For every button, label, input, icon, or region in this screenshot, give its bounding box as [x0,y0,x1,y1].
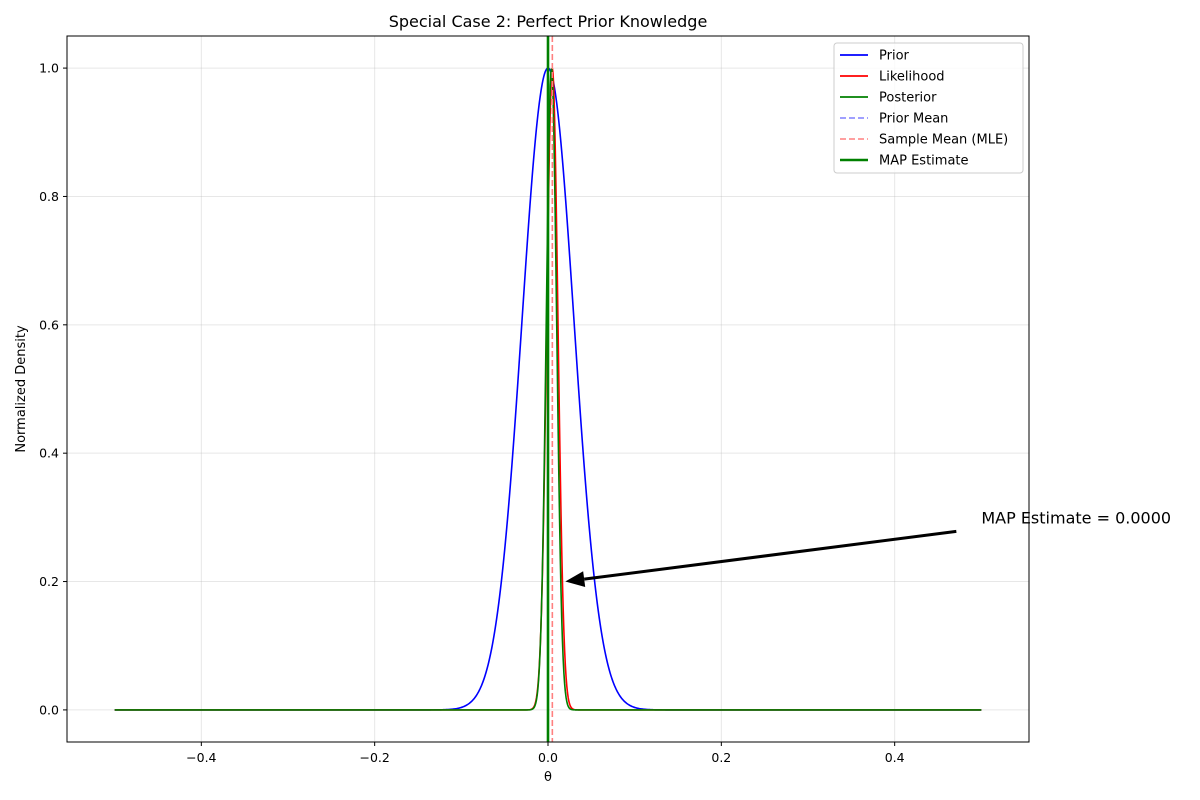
annotation-arrow-shaft [583,529,957,581]
annotation-arrow-head [565,571,586,588]
x-tick-label: 0.0 [538,750,558,765]
legend-box [833,42,1024,174]
annotation-text: MAP Estimate = 0.0000 [981,508,1171,527]
legend-label: Likelihood [879,70,945,85]
x-axis-label: θ [544,770,552,785]
x-tick-label: 0.4 [885,750,905,765]
legend-label: Prior [879,49,910,64]
legend-label: Posterior [879,91,937,106]
map-annotation: MAP Estimate = 0.0000 [565,508,1171,588]
x-tick-label: −0.4 [186,750,216,765]
legend-label: Prior Mean [879,112,948,127]
y-tick-label: 1.0 [39,61,59,76]
x-tick-label: 0.2 [711,750,731,765]
y-tick-label: 0.8 [39,189,59,204]
y-tick-label: 0.4 [39,446,59,461]
vlines-layer [546,36,554,742]
y-tick-label: 0.2 [39,574,59,589]
y-tick-label: 0.6 [39,317,59,332]
legend: Prior Likelihood Posterior Prior Mean Sample… [833,42,1024,174]
chart-title: Special Case 2: Perfect Prior Knowledge [389,12,708,31]
legend-label: Sample Mean (MLE) [879,133,1008,148]
y-tick-label: 0.0 [39,702,59,717]
x-axis: −0.4 −0.2 0.0 0.2 0.4 [186,742,905,765]
legend-label: MAP Estimate [879,154,969,169]
x-tick-label: −0.2 [359,750,389,765]
y-axis-label: Normalized Density [14,325,29,453]
y-axis: 0.0 0.2 0.4 0.6 0.8 1.0 [39,61,67,717]
